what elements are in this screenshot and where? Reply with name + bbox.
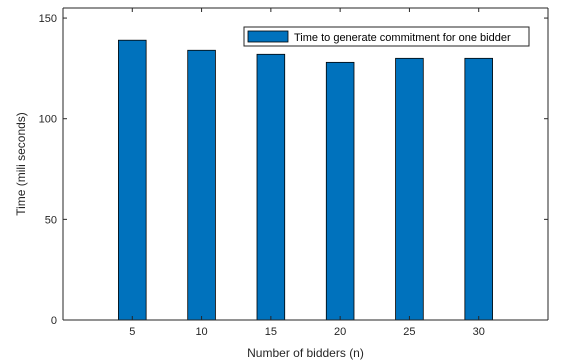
x-axis-title: Number of bidders (n) bbox=[247, 346, 364, 360]
bar-25 bbox=[395, 57, 424, 321]
y-tick-label: 150 bbox=[39, 13, 57, 25]
x-ticks-group: 5 10 15 20 25 30 bbox=[129, 8, 485, 338]
bar-30 bbox=[464, 57, 493, 321]
bar-15 bbox=[256, 53, 286, 321]
x-tick-label: 25 bbox=[403, 326, 415, 338]
bar-5 bbox=[118, 39, 147, 321]
bars-group bbox=[118, 39, 493, 321]
legend: Time to generate commitment for one bidd… bbox=[243, 26, 530, 47]
x-tick-label: 30 bbox=[473, 326, 485, 338]
x-tick-label: 15 bbox=[265, 326, 277, 338]
legend-box bbox=[243, 26, 530, 47]
x-tick-label: 20 bbox=[334, 326, 346, 338]
y-tick-label: 100 bbox=[39, 114, 57, 126]
legend-label: Time to generate commitment for one bidd… bbox=[294, 32, 511, 44]
plot-area: 5 10 15 20 25 30 0 50 100 150 bbox=[39, 7, 549, 338]
y-axis-title: Time (mili seconds) bbox=[14, 112, 28, 216]
y-ticks-group: 0 50 100 150 bbox=[39, 13, 548, 327]
bar-20 bbox=[325, 61, 355, 321]
x-tick-label: 10 bbox=[195, 326, 207, 338]
y-tick-label: 50 bbox=[45, 214, 57, 226]
legend-swatch bbox=[247, 30, 289, 43]
y-tick-label: 0 bbox=[51, 315, 57, 327]
x-tick-label: 5 bbox=[129, 326, 135, 338]
bar-10 bbox=[187, 49, 216, 321]
